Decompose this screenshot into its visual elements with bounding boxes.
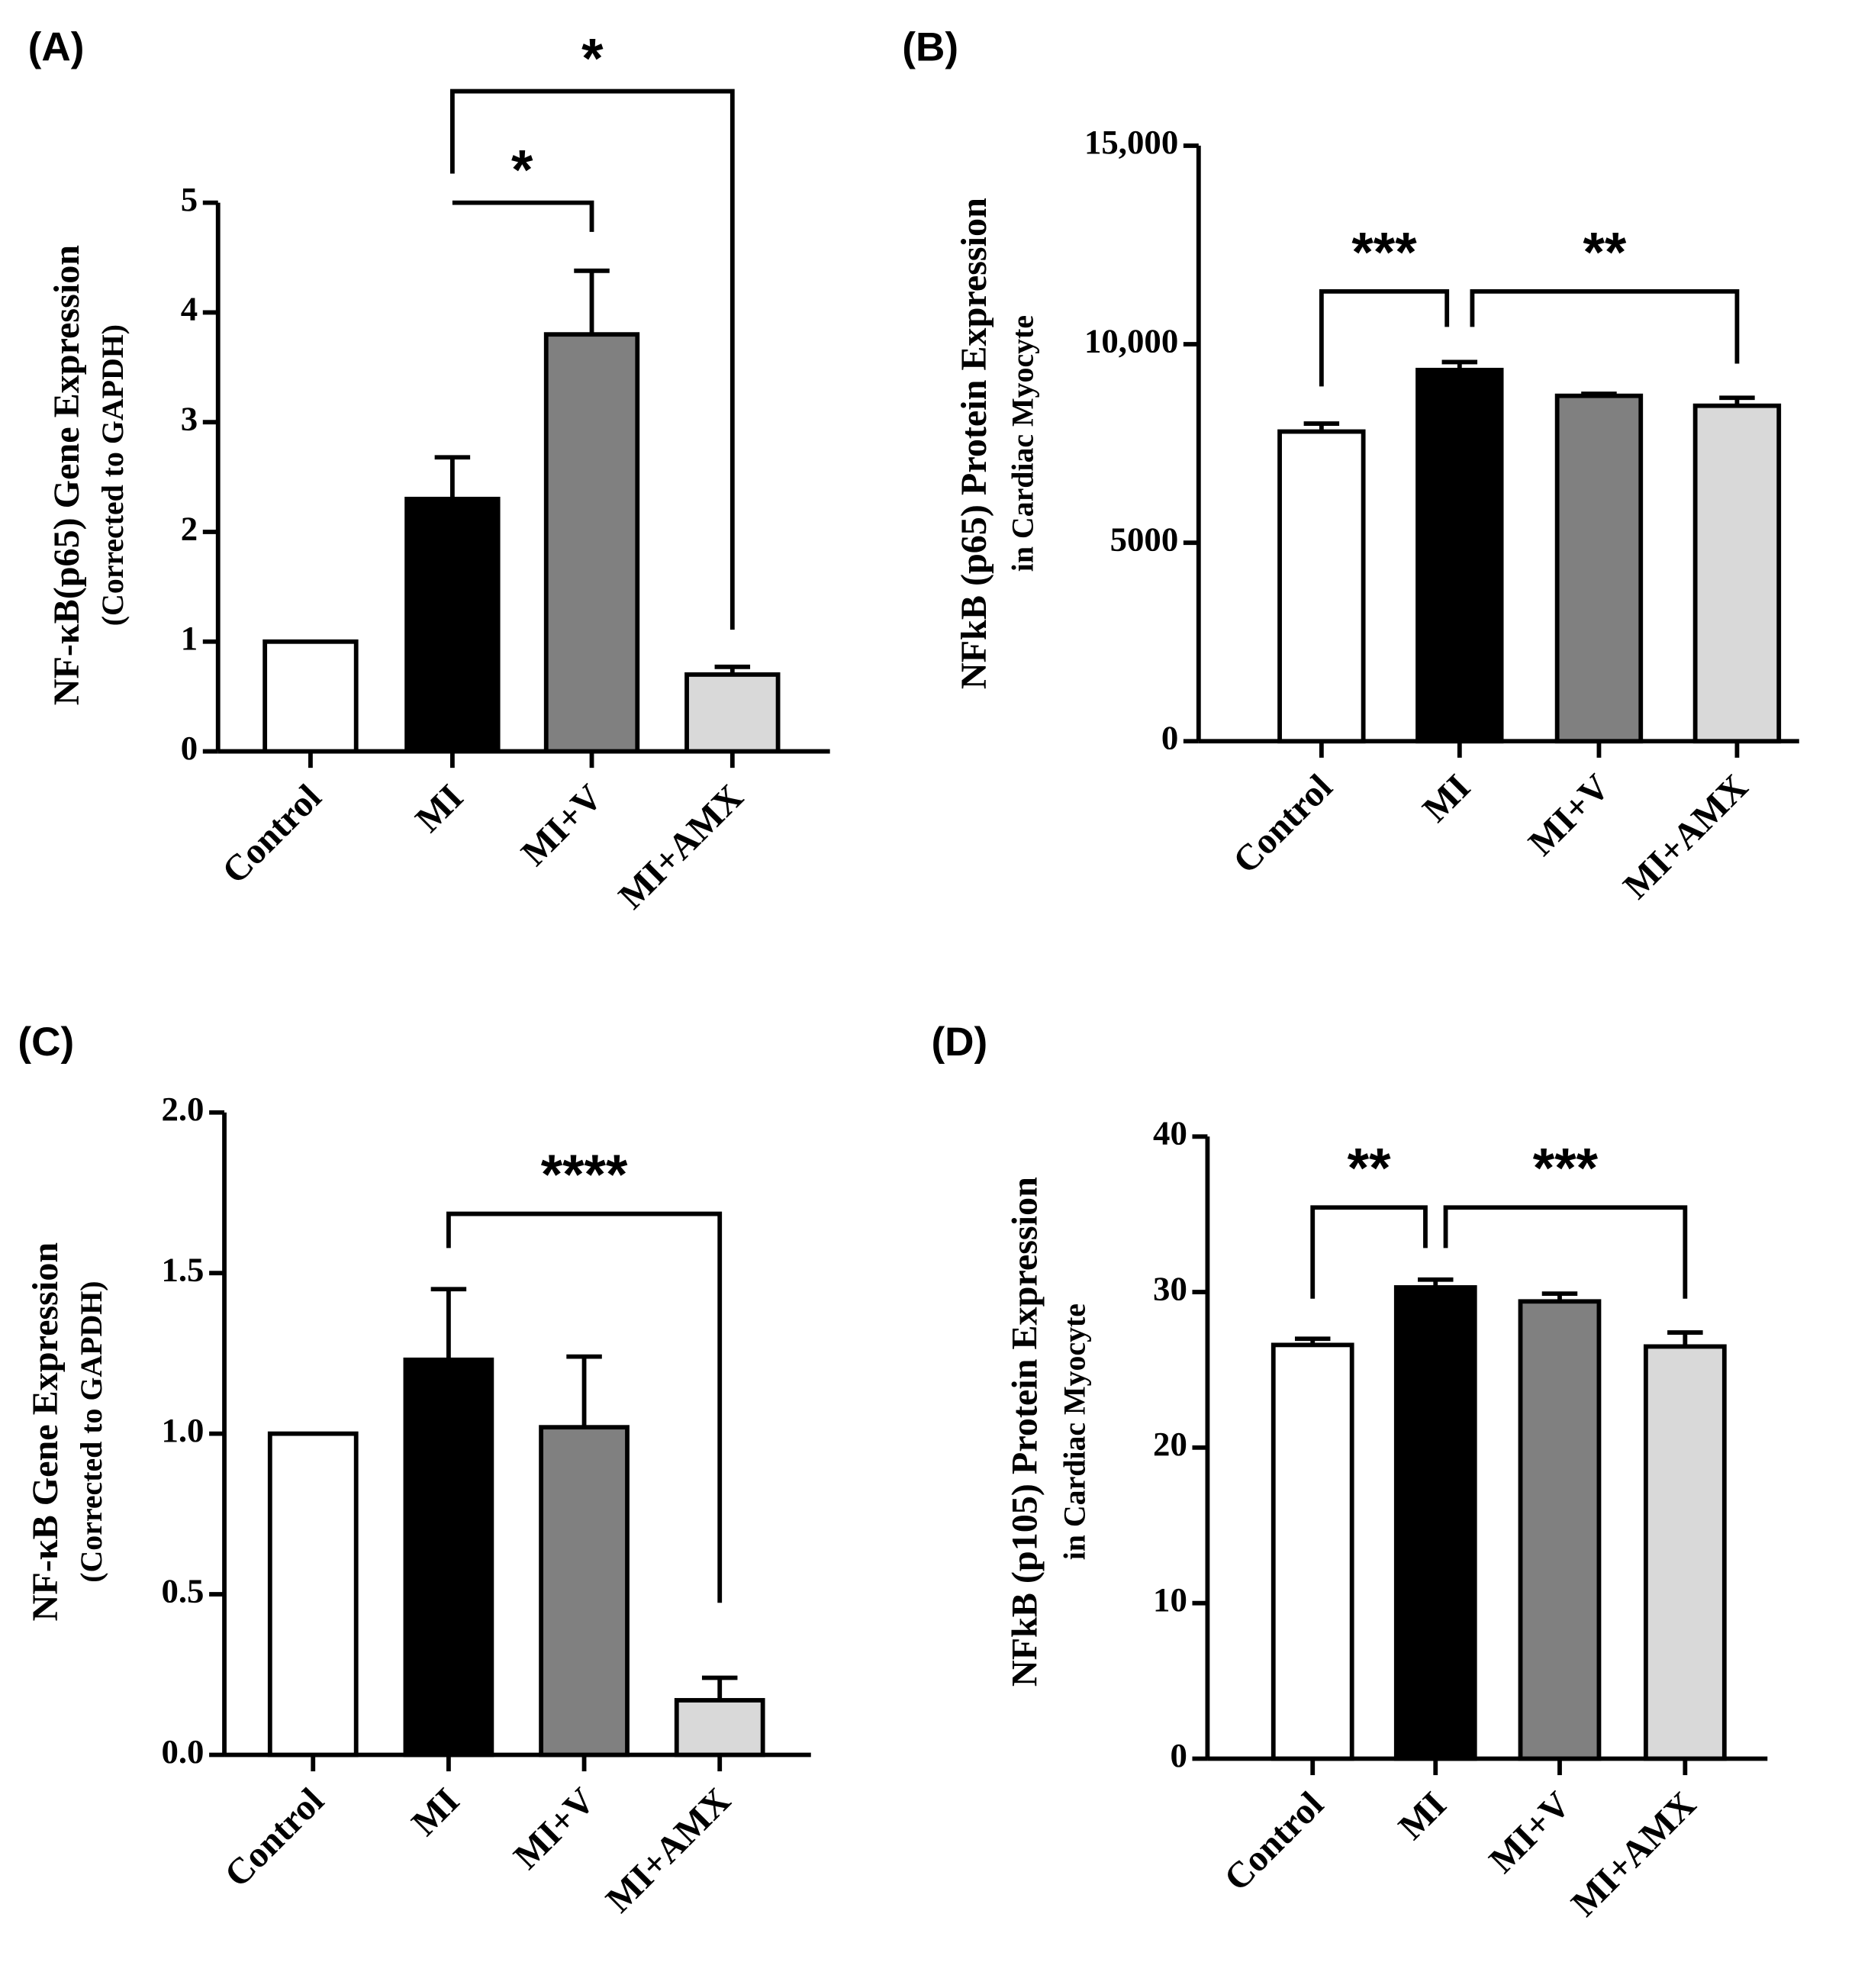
- y-tick-label: 30: [1153, 1269, 1187, 1307]
- panel-label: (B): [902, 25, 958, 70]
- x-tick-label: MI+V: [1521, 766, 1618, 863]
- y-tick-label: 1.5: [161, 1250, 204, 1288]
- error-bar: [434, 455, 471, 499]
- bar: [1270, 1342, 1354, 1761]
- significance-label: *: [581, 27, 604, 89]
- x-tick-label: MI: [404, 1780, 467, 1844]
- error-bar: [430, 1287, 467, 1360]
- bar: [539, 1425, 630, 1758]
- y-tick-label: 10,000: [1084, 321, 1178, 359]
- y-tick-label: 1: [181, 619, 198, 657]
- y-tick-label: 0: [181, 729, 198, 767]
- bar: [1415, 367, 1504, 744]
- y-tick-label: 40: [1153, 1114, 1187, 1152]
- y-tick-label: 20: [1153, 1425, 1187, 1463]
- error-bar: [1667, 1330, 1703, 1347]
- y-tick-label: 2: [181, 509, 198, 547]
- y-tick-label: 15,000: [1084, 123, 1178, 161]
- panel-label: (C): [18, 1020, 74, 1065]
- significance-bracket: [452, 200, 594, 232]
- y-tick-label: 10: [1153, 1580, 1187, 1619]
- bar: [1643, 1344, 1727, 1761]
- y-axis-label: NF-κB(p65) Gene Expression: [47, 245, 87, 706]
- x-tick-label: MI+AMX: [611, 777, 752, 917]
- significance-bracket: [1319, 288, 1450, 387]
- significance-label: ***: [1533, 1138, 1599, 1200]
- panel: (A) NF-κB(p65) Gene Expression (Corrected …: [28, 25, 830, 917]
- y-axis-label: in Cardiac Myocyte: [1057, 1303, 1091, 1560]
- error-bar: [701, 1675, 738, 1700]
- significance-bracket: [1470, 288, 1740, 364]
- panel-label: (A): [28, 25, 85, 70]
- y-tick-label: 0.0: [161, 1732, 204, 1771]
- significance-label: ***: [1351, 221, 1417, 283]
- significance-bracket: [446, 1211, 723, 1603]
- bar: [1692, 403, 1782, 744]
- y-tick-label: 1.0: [161, 1411, 204, 1449]
- y-tick-label: 3: [181, 399, 198, 437]
- significance-label: *: [511, 139, 533, 201]
- y-tick-label: 0: [1170, 1736, 1187, 1774]
- y-tick-label: 4: [181, 290, 198, 328]
- y-axis-label: in Cardiac Myocyte: [1005, 315, 1039, 572]
- bar: [262, 639, 359, 754]
- bar: [1277, 429, 1366, 744]
- bar: [404, 496, 501, 754]
- y-tick-label: 0.5: [161, 1571, 204, 1609]
- bar: [1554, 393, 1644, 744]
- panel: (C) NF-κB Gene Expression (Corrected to GA…: [18, 1020, 811, 1921]
- y-axis-label: (Corrected to GAPDH): [95, 324, 130, 626]
- y-tick-label: 5: [181, 180, 198, 218]
- error-bar: [574, 268, 610, 335]
- bar: [684, 672, 781, 754]
- y-axis-label: NFkB (p105) Protein Expression: [1004, 1177, 1045, 1687]
- panel: (D) NFkB (p105) Protein Expression in Card…: [931, 1020, 1768, 1925]
- x-tick-label: MI: [407, 777, 471, 840]
- y-axis-label: NFkB (p65) Protein Expression: [954, 198, 994, 689]
- bar: [543, 332, 640, 754]
- error-bar: [566, 1354, 602, 1428]
- bar: [1393, 1285, 1477, 1761]
- significance-bracket: [1310, 1205, 1428, 1299]
- significance-bracket: [449, 89, 735, 630]
- bar: [403, 1357, 494, 1758]
- x-tick-label: MI: [1415, 767, 1478, 830]
- bar: [674, 1698, 765, 1758]
- panel-label: (D): [931, 1020, 987, 1065]
- y-tick-label: 2.0: [161, 1090, 204, 1128]
- x-tick-label: MI: [1391, 1784, 1454, 1848]
- x-tick-label: MI+AMX: [598, 1780, 739, 1921]
- x-tick-label: MI+V: [506, 1780, 603, 1877]
- y-axis-label: NF-κB Gene Expression: [25, 1242, 66, 1622]
- y-axis-label: (Corrected to GAPDH): [74, 1281, 108, 1583]
- x-tick-label: Control: [1216, 1784, 1331, 1899]
- panel: (B) NFkB (p65) Protein Expression in Cardi…: [902, 25, 1799, 907]
- bar: [267, 1431, 359, 1758]
- x-tick-label: MI+AMX: [1615, 766, 1756, 907]
- significance-bracket: [1443, 1205, 1688, 1299]
- y-tick-label: 0: [1161, 719, 1178, 757]
- significance-label: ****: [541, 1144, 628, 1206]
- significance-label: **: [1348, 1138, 1391, 1200]
- x-tick-label: MI+AMX: [1564, 1784, 1704, 1925]
- x-tick-label: MI+V: [514, 777, 610, 874]
- x-tick-label: Control: [1225, 767, 1340, 881]
- significance-label: **: [1583, 221, 1626, 283]
- x-tick-label: MI+V: [1482, 1784, 1579, 1881]
- y-tick-label: 5000: [1110, 520, 1179, 558]
- x-tick-label: Control: [214, 777, 329, 891]
- bar: [1518, 1299, 1602, 1761]
- x-tick-label: Control: [217, 1780, 331, 1895]
